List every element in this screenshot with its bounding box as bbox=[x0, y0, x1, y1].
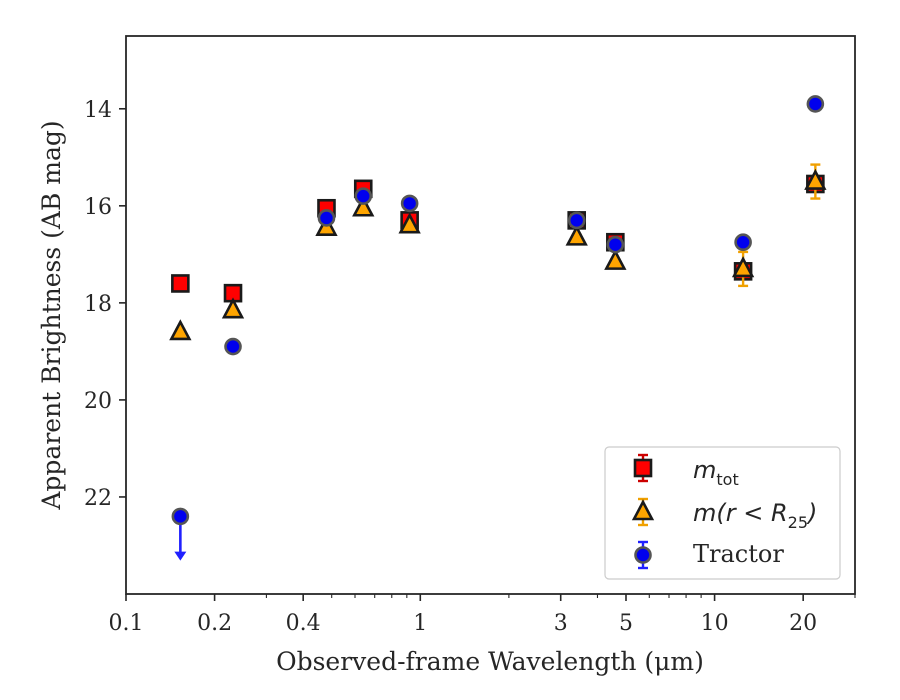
legend-marker bbox=[631, 499, 655, 521]
y-axis-label: Apparent Brightness (AB mag) bbox=[37, 120, 66, 510]
legend-mtot-sub: tot bbox=[716, 470, 738, 489]
y-tick-label: 16 bbox=[84, 195, 112, 220]
legend-marker bbox=[634, 546, 652, 564]
legend-marker bbox=[633, 458, 653, 478]
data-point bbox=[171, 274, 190, 293]
legend-mtot-main: m bbox=[693, 456, 716, 484]
legend-box bbox=[604, 446, 841, 580]
y-tick-label: 22 bbox=[84, 486, 112, 511]
data-point bbox=[398, 212, 421, 234]
data-point bbox=[354, 187, 373, 205]
legend-label-mtot: mtot bbox=[693, 456, 739, 489]
data-point bbox=[221, 297, 245, 319]
legend-label-mr25: m(r < R25) bbox=[693, 499, 817, 532]
legend-mr25-sub: 25 bbox=[788, 513, 808, 532]
legend-mr25-tail: ) bbox=[806, 499, 817, 527]
legend-label-tractor: Tractor bbox=[693, 540, 784, 568]
data-point bbox=[400, 194, 419, 213]
data-point bbox=[317, 209, 336, 227]
y-tick-label: 14 bbox=[84, 98, 112, 123]
y-tick-label: 18 bbox=[84, 292, 112, 317]
data-point bbox=[604, 248, 627, 270]
data-point bbox=[731, 256, 755, 278]
plot-frame bbox=[125, 35, 856, 595]
y-tick-label: 20 bbox=[84, 389, 112, 414]
data-point bbox=[352, 195, 375, 217]
x-tick-label: 0.1 bbox=[109, 611, 144, 636]
x-tick-label: 1 bbox=[413, 611, 427, 636]
series-1 bbox=[169, 163, 827, 341]
x-tick-label: 3 bbox=[554, 611, 568, 636]
x-tick-label: 0.2 bbox=[197, 611, 232, 636]
x-tick-label: 20 bbox=[789, 611, 817, 636]
axis-ticks: 0.1 0.2 0.4 1 3 5 10 20 14 16 18 20 22 bbox=[84, 98, 856, 636]
legend-mr25-main: m(r < R bbox=[693, 499, 788, 527]
data-point bbox=[224, 337, 242, 356]
data-point bbox=[606, 235, 625, 254]
upper-limit-arrowhead bbox=[174, 551, 187, 561]
data-point bbox=[806, 95, 825, 113]
data-point bbox=[734, 233, 752, 252]
data-point bbox=[565, 224, 588, 246]
data-points bbox=[169, 95, 827, 561]
data-point bbox=[567, 211, 586, 230]
x-tick-label: 10 bbox=[701, 611, 729, 636]
x-tick-label: 5 bbox=[619, 611, 633, 636]
data-point bbox=[171, 507, 190, 526]
x-tick-label: 0.4 bbox=[286, 611, 321, 636]
legend-markers bbox=[631, 453, 655, 570]
series-2 bbox=[171, 95, 825, 561]
x-axis-label: Observed-frame Wavelength (μm) bbox=[276, 647, 704, 676]
data-point bbox=[169, 319, 192, 341]
data-point bbox=[804, 168, 827, 190]
legend: mtot m(r < R25) Tractor bbox=[604, 446, 841, 580]
